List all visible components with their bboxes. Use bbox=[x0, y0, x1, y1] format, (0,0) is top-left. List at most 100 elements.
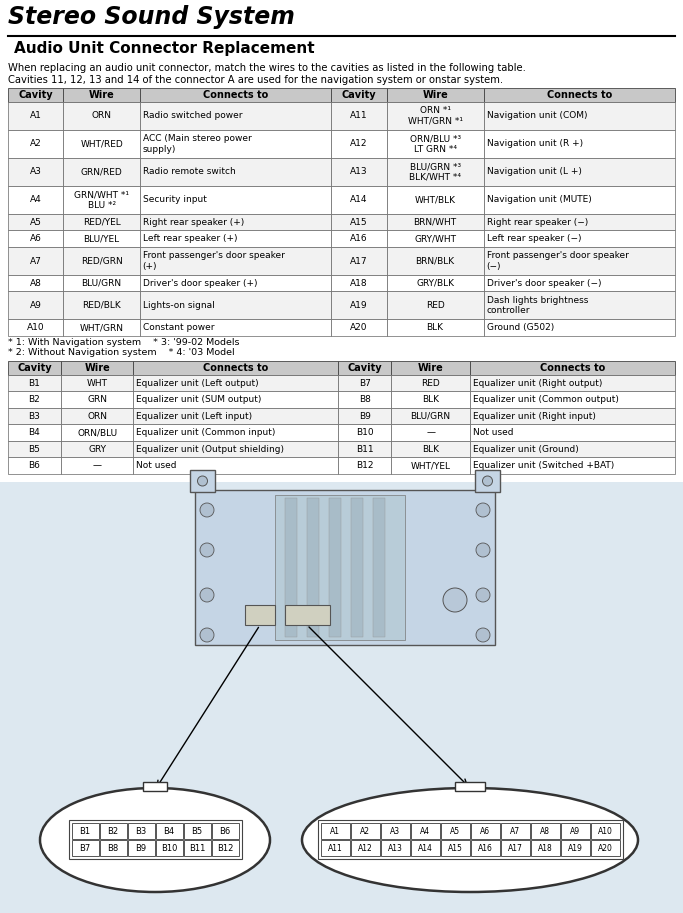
Bar bbox=[320, 841, 350, 856]
Bar bbox=[338, 457, 391, 474]
Bar bbox=[441, 824, 469, 839]
Text: Cavity: Cavity bbox=[342, 90, 376, 100]
Text: Left rear speaker (+): Left rear speaker (+) bbox=[143, 235, 237, 243]
Bar bbox=[64, 158, 140, 186]
Bar bbox=[8, 291, 64, 320]
Bar bbox=[133, 392, 338, 408]
Bar bbox=[140, 186, 331, 214]
Bar bbox=[8, 441, 61, 457]
Text: A16: A16 bbox=[350, 235, 367, 243]
Text: BRN/WHT: BRN/WHT bbox=[413, 217, 457, 226]
Text: A8: A8 bbox=[30, 278, 42, 288]
Text: A16: A16 bbox=[477, 844, 492, 853]
Text: Wire: Wire bbox=[84, 363, 110, 373]
Text: B9: B9 bbox=[359, 412, 371, 421]
Text: Equalizer unit (Common input): Equalizer unit (Common input) bbox=[137, 428, 276, 437]
Text: B5: B5 bbox=[191, 827, 203, 836]
Bar bbox=[391, 457, 471, 474]
Bar bbox=[484, 130, 675, 158]
Bar bbox=[156, 841, 182, 856]
Text: A8: A8 bbox=[540, 827, 550, 836]
Text: B2: B2 bbox=[29, 395, 40, 404]
Text: Driver's door speaker (−): Driver's door speaker (−) bbox=[486, 278, 601, 288]
Text: A9: A9 bbox=[30, 301, 42, 310]
Bar bbox=[133, 375, 338, 392]
Text: —: — bbox=[93, 461, 102, 470]
Bar bbox=[410, 824, 439, 839]
Bar bbox=[128, 841, 154, 856]
Circle shape bbox=[197, 476, 208, 486]
Bar bbox=[72, 824, 98, 839]
Bar bbox=[285, 605, 330, 625]
Ellipse shape bbox=[40, 788, 270, 892]
Bar bbox=[484, 158, 675, 186]
Bar bbox=[8, 457, 61, 474]
Text: B8: B8 bbox=[359, 395, 371, 404]
Text: B11: B11 bbox=[189, 844, 205, 853]
Text: A9: A9 bbox=[570, 827, 580, 836]
Text: A19: A19 bbox=[350, 301, 367, 310]
Circle shape bbox=[200, 543, 214, 557]
Bar bbox=[338, 392, 391, 408]
Bar bbox=[338, 408, 391, 425]
Text: RED: RED bbox=[426, 301, 445, 310]
Text: Wire: Wire bbox=[422, 90, 448, 100]
Bar bbox=[471, 392, 675, 408]
Bar bbox=[387, 275, 484, 291]
Text: B1: B1 bbox=[29, 379, 40, 388]
Bar bbox=[8, 88, 64, 102]
Text: WHT/BLK: WHT/BLK bbox=[415, 195, 456, 205]
Bar bbox=[531, 841, 559, 856]
Bar bbox=[471, 457, 675, 474]
Bar bbox=[61, 375, 133, 392]
Text: A18: A18 bbox=[538, 844, 553, 853]
Text: Cavity: Cavity bbox=[18, 90, 53, 100]
Text: Connects to: Connects to bbox=[203, 90, 268, 100]
Text: Front passenger's door speaker
(+): Front passenger's door speaker (+) bbox=[143, 251, 285, 270]
Text: Equalizer unit (Left input): Equalizer unit (Left input) bbox=[137, 412, 253, 421]
Text: ORN/BLU: ORN/BLU bbox=[77, 428, 117, 437]
Circle shape bbox=[200, 628, 214, 642]
Bar bbox=[64, 130, 140, 158]
Bar bbox=[64, 214, 140, 230]
Bar bbox=[318, 821, 622, 859]
Bar bbox=[373, 498, 385, 637]
Text: WHT/YEL: WHT/YEL bbox=[410, 461, 451, 470]
Text: Navigation unit (R +): Navigation unit (R +) bbox=[486, 140, 583, 149]
Bar bbox=[133, 441, 338, 457]
Text: BLU/GRN: BLU/GRN bbox=[410, 412, 451, 421]
Bar bbox=[484, 186, 675, 214]
Bar bbox=[320, 824, 350, 839]
Text: Not used: Not used bbox=[137, 461, 177, 470]
Text: Equalizer unit (Ground): Equalizer unit (Ground) bbox=[473, 445, 579, 454]
Ellipse shape bbox=[302, 788, 638, 892]
Text: B5: B5 bbox=[29, 445, 40, 454]
Bar bbox=[64, 247, 140, 275]
Text: Security input: Security input bbox=[143, 195, 207, 205]
Bar bbox=[275, 495, 405, 640]
Text: Equalizer unit (Left output): Equalizer unit (Left output) bbox=[137, 379, 259, 388]
Bar bbox=[8, 130, 64, 158]
Text: A13: A13 bbox=[387, 844, 402, 853]
Bar bbox=[391, 392, 471, 408]
Bar bbox=[133, 425, 338, 441]
Bar bbox=[133, 361, 338, 375]
Bar bbox=[8, 214, 64, 230]
Bar bbox=[0, 482, 683, 913]
Text: Radio remote switch: Radio remote switch bbox=[143, 167, 236, 176]
Bar bbox=[212, 841, 238, 856]
Text: Connects to: Connects to bbox=[204, 363, 268, 373]
Text: B7: B7 bbox=[79, 844, 91, 853]
Text: Not used: Not used bbox=[473, 428, 514, 437]
Bar bbox=[387, 214, 484, 230]
Text: —: — bbox=[426, 428, 435, 437]
Text: A2: A2 bbox=[360, 827, 370, 836]
Text: Navigation unit (L +): Navigation unit (L +) bbox=[486, 167, 581, 176]
Bar bbox=[484, 230, 675, 247]
Text: B9: B9 bbox=[135, 844, 147, 853]
Bar bbox=[8, 247, 64, 275]
Text: Navigation unit (COM): Navigation unit (COM) bbox=[486, 111, 587, 121]
Text: A3: A3 bbox=[390, 827, 400, 836]
Circle shape bbox=[443, 588, 467, 612]
Bar bbox=[471, 375, 675, 392]
